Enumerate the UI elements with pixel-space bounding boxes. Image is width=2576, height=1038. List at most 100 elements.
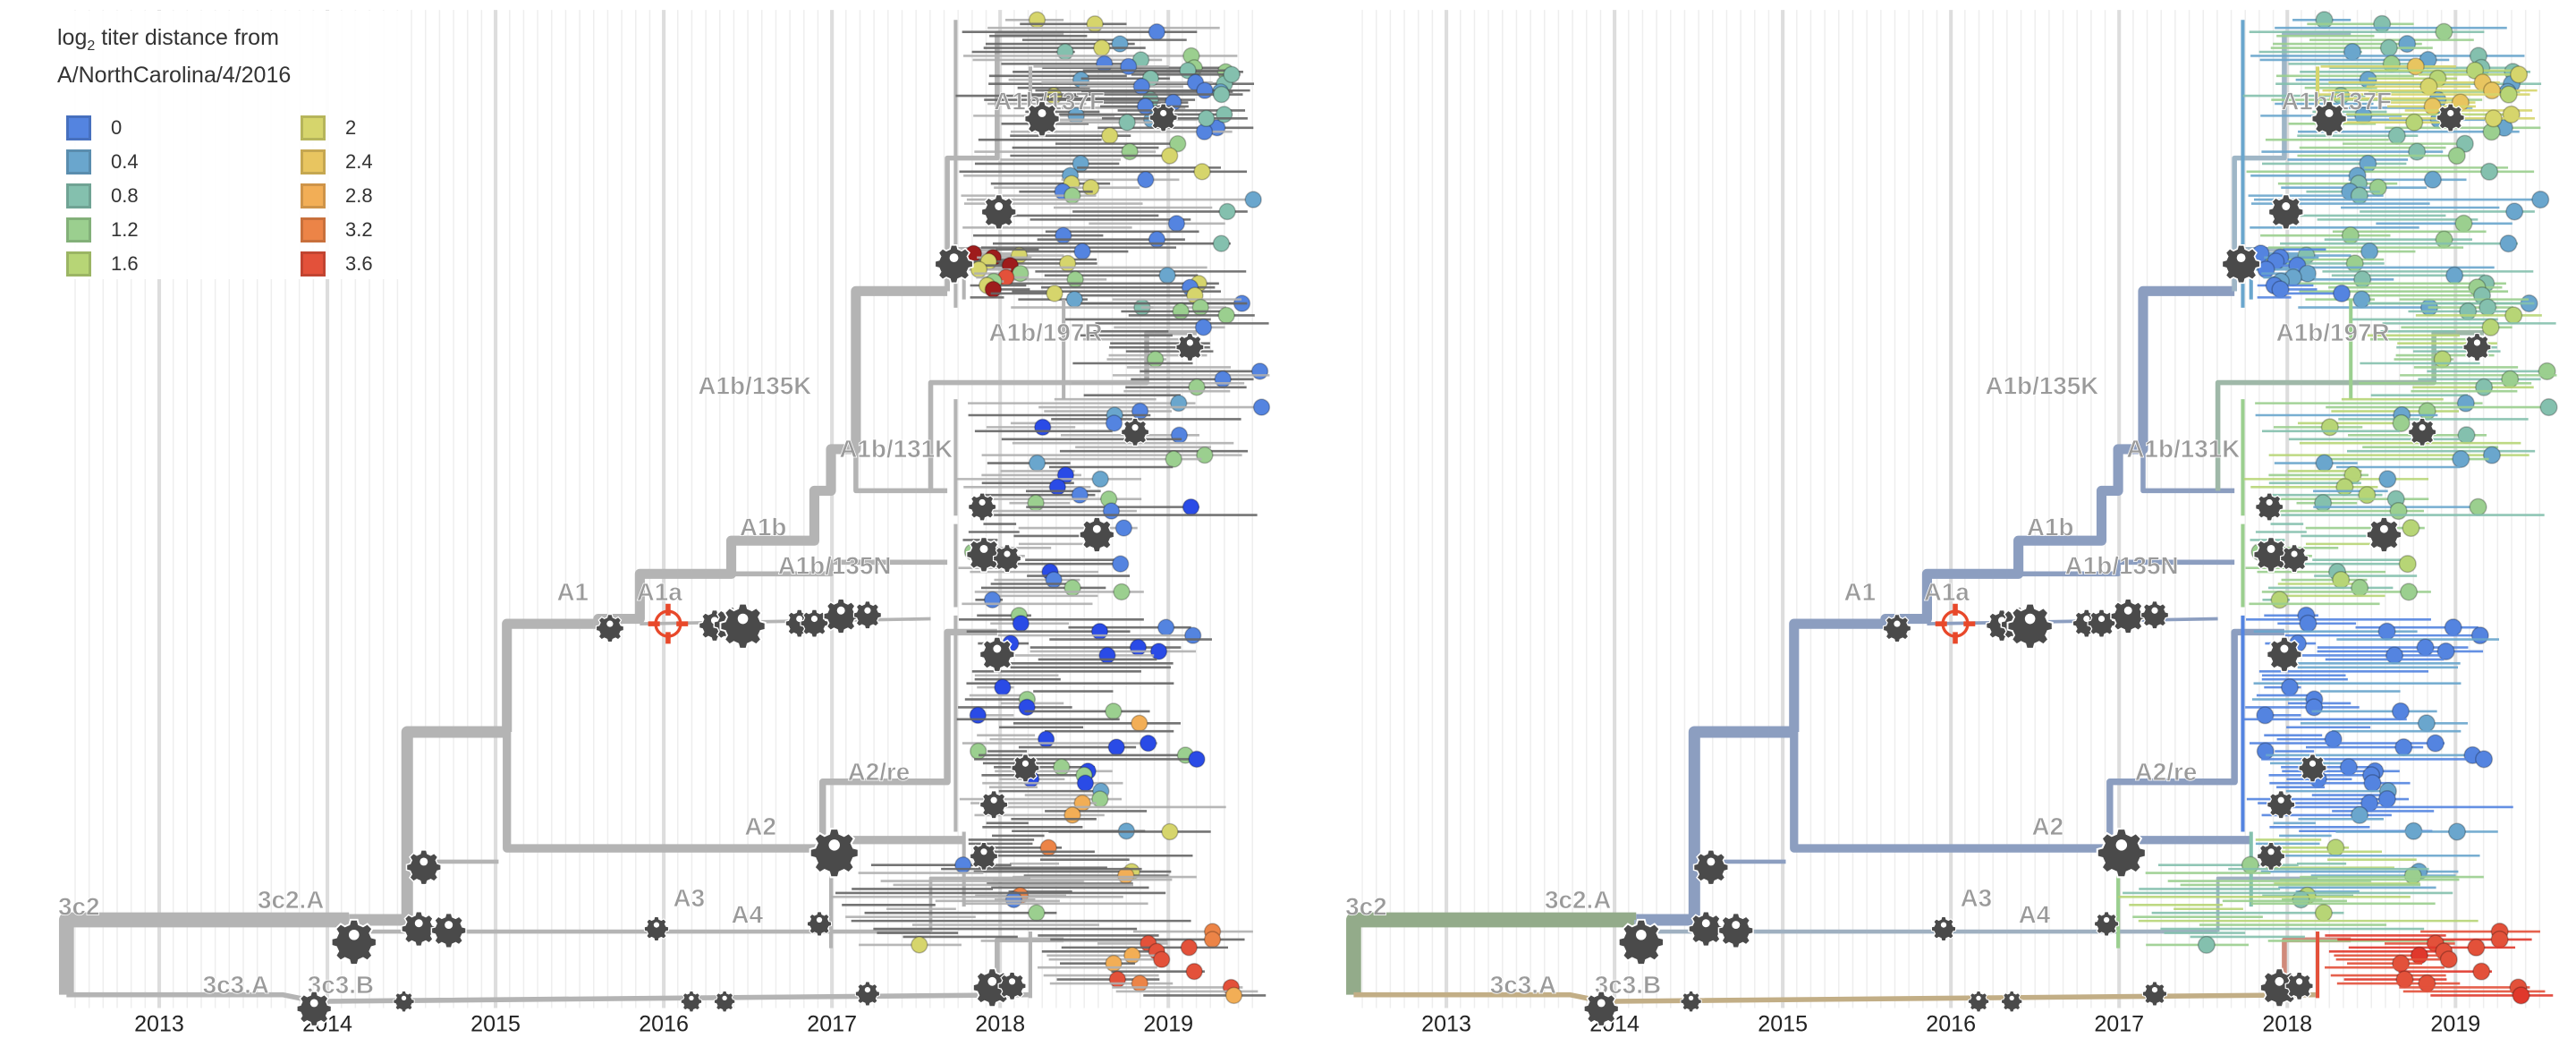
tip[interactable] xyxy=(1212,85,1231,104)
tip[interactable] xyxy=(1149,642,1168,660)
tip[interactable] xyxy=(1058,254,1077,273)
tip[interactable] xyxy=(2402,518,2420,538)
legend-item[interactable]: 2.4 xyxy=(301,147,373,177)
tip[interactable] xyxy=(2459,302,2478,321)
tip[interactable] xyxy=(1148,231,1166,249)
tip[interactable] xyxy=(2454,214,2473,233)
tip[interactable] xyxy=(1157,618,1175,636)
tip[interactable] xyxy=(1188,750,1206,769)
tip[interactable] xyxy=(1028,11,1046,29)
tip[interactable] xyxy=(1105,955,1123,973)
tip[interactable] xyxy=(2305,698,2324,717)
tip[interactable] xyxy=(1048,478,1066,496)
tip[interactable] xyxy=(1170,394,1188,413)
tip[interactable] xyxy=(2351,805,2369,824)
tip[interactable] xyxy=(2363,774,2382,793)
tip[interactable] xyxy=(1140,734,1157,753)
tip[interactable] xyxy=(2343,42,2362,62)
tip[interactable] xyxy=(1108,970,1127,989)
tip[interactable] xyxy=(2502,105,2521,123)
tip[interactable] xyxy=(2271,280,2290,299)
tip[interactable] xyxy=(2387,126,2406,145)
tip[interactable] xyxy=(2531,191,2550,209)
tip[interactable] xyxy=(1131,402,1149,421)
tip[interactable] xyxy=(1113,583,1131,601)
legend-item[interactable]: 1.2 xyxy=(66,215,139,245)
tip[interactable] xyxy=(2447,146,2466,166)
tip[interactable] xyxy=(2406,57,2425,76)
tip[interactable] xyxy=(1148,23,1165,41)
tip[interactable] xyxy=(2479,298,2497,317)
tip[interactable] xyxy=(1121,142,1139,161)
tip[interactable] xyxy=(1129,638,1148,657)
tip[interactable] xyxy=(2395,970,2414,989)
tip[interactable] xyxy=(1091,470,1109,489)
tip[interactable] xyxy=(2270,591,2289,609)
tip[interactable] xyxy=(1203,931,1222,949)
tip[interactable] xyxy=(2352,290,2371,309)
tip[interactable] xyxy=(2423,97,2442,116)
tip[interactable] xyxy=(2472,962,2491,981)
tip[interactable] xyxy=(2439,950,2458,969)
tip[interactable] xyxy=(2510,65,2529,84)
tip[interactable] xyxy=(2480,162,2499,181)
tip[interactable] xyxy=(2358,486,2377,505)
tip[interactable] xyxy=(1037,730,1055,748)
tip[interactable] xyxy=(2444,618,2462,637)
tip[interactable] xyxy=(1120,57,1138,76)
tip[interactable] xyxy=(2435,230,2453,249)
tip[interactable] xyxy=(2505,202,2524,221)
tip[interactable] xyxy=(2353,270,2372,289)
tip[interactable] xyxy=(1118,114,1136,132)
tip[interactable] xyxy=(2457,426,2476,445)
tip[interactable] xyxy=(1214,370,1232,388)
tip[interactable] xyxy=(1196,81,1214,99)
tip[interactable] xyxy=(2482,446,2501,464)
tip[interactable] xyxy=(983,591,1002,609)
tip[interactable] xyxy=(1105,702,1123,720)
tip[interactable] xyxy=(1136,98,1155,115)
tip[interactable] xyxy=(1028,454,1046,472)
tip[interactable] xyxy=(2368,178,2387,197)
tip[interactable] xyxy=(1224,986,1243,1005)
tip[interactable] xyxy=(1165,450,1182,468)
tip[interactable] xyxy=(2392,954,2411,973)
tip[interactable] xyxy=(1212,234,1231,252)
tip[interactable] xyxy=(1039,838,1057,857)
tip[interactable] xyxy=(1170,426,1189,444)
tip[interactable] xyxy=(1046,285,1063,302)
tip[interactable] xyxy=(1172,302,1190,320)
tip[interactable] xyxy=(1217,306,1235,325)
tip[interactable] xyxy=(1132,78,1151,96)
tip[interactable] xyxy=(2335,478,2354,497)
tip[interactable] xyxy=(1182,498,1200,516)
tip[interactable] xyxy=(2501,370,2520,388)
tip[interactable] xyxy=(1098,646,1116,665)
tip[interactable] xyxy=(1193,163,1211,181)
tip[interactable] xyxy=(2456,394,2475,413)
tip[interactable] xyxy=(2320,418,2339,437)
tip[interactable] xyxy=(2499,234,2518,253)
legend-item[interactable]: 3.6 xyxy=(301,249,373,279)
tip[interactable] xyxy=(2400,583,2419,601)
tip[interactable] xyxy=(2512,986,2530,1005)
tip[interactable] xyxy=(1028,904,1046,922)
tip[interactable] xyxy=(1191,298,1209,317)
tip[interactable] xyxy=(2341,226,2360,245)
tip[interactable] xyxy=(2392,413,2411,432)
tip[interactable] xyxy=(2426,734,2445,753)
tip[interactable] xyxy=(1093,38,1111,57)
tip[interactable] xyxy=(2398,555,2417,574)
tip[interactable] xyxy=(2280,678,2300,697)
tip[interactable] xyxy=(1147,350,1165,369)
tip[interactable] xyxy=(1090,623,1109,641)
tip[interactable] xyxy=(2385,646,2404,665)
tip[interactable] xyxy=(1153,950,1171,968)
legend-item[interactable]: 2.8 xyxy=(301,181,373,211)
tip[interactable] xyxy=(1101,127,1119,145)
tip[interactable] xyxy=(2467,938,2486,957)
tip[interactable] xyxy=(969,706,987,725)
tip[interactable] xyxy=(2469,498,2487,516)
legend-item[interactable]: 0 xyxy=(66,113,122,143)
tip[interactable] xyxy=(2351,578,2369,597)
